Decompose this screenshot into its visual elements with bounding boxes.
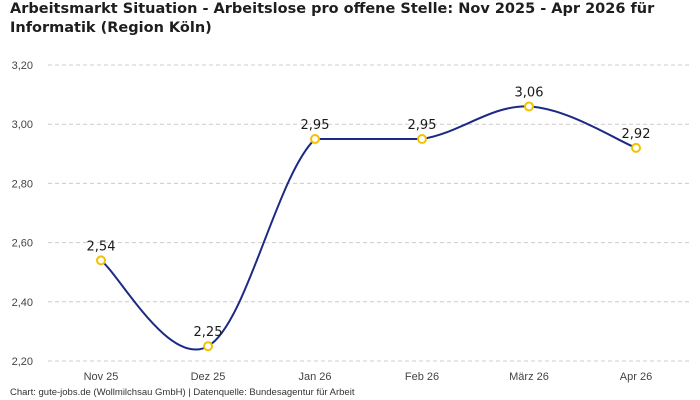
data-point-marker (631, 142, 641, 153)
y-tick-label: 2,20 (12, 356, 33, 368)
y-tick-label: 3,20 (12, 60, 33, 72)
data-label: 3,06 (515, 85, 544, 100)
y-tick-label: 2,80 (12, 178, 33, 190)
y-tick-label: 3,00 (12, 119, 33, 131)
chart-title: Arbeitsmarkt Situation - Arbeitslose pro… (10, 1, 655, 36)
data-label: 2,95 (301, 118, 330, 133)
data-label: 2,92 (622, 127, 651, 142)
x-tick-label: Feb 26 (405, 371, 439, 383)
y-tick-label: 2,60 (12, 238, 33, 250)
data-point-marker (524, 101, 534, 112)
x-tick-label: Jan 26 (298, 371, 331, 383)
x-tick-label: Nov 25 (84, 371, 119, 383)
data-label: 2,54 (87, 239, 116, 254)
grid-lines (48, 64, 690, 362)
x-tick-label: März 26 (509, 371, 549, 383)
x-tick-label: Dez 25 (191, 371, 226, 383)
x-axis-ticks: Nov 25 Dez 25 Jan 26 Feb 26 März 26 Apr 26 (84, 371, 653, 383)
data-label: 2,25 (194, 325, 223, 340)
data-point-marker (203, 341, 213, 352)
data-markers (96, 101, 641, 352)
chart-footer-source: Chart: gute-jobs.de (Wollmilchsau GmbH) … (10, 387, 355, 398)
data-point-marker (310, 134, 320, 144)
y-axis-ticks: 2,20 2,40 2,60 2,80 3,00 3,20 (12, 60, 33, 368)
y-tick-label: 2,40 (12, 297, 33, 309)
series-line (100, 105, 637, 351)
x-tick-label: Apr 26 (620, 371, 652, 383)
data-point-marker (417, 134, 427, 144)
data-point-marker (96, 255, 106, 266)
data-labels: 2,54 2,25 2,95 2,95 3,06 2,92 (87, 85, 651, 340)
data-label: 2,95 (408, 118, 437, 133)
